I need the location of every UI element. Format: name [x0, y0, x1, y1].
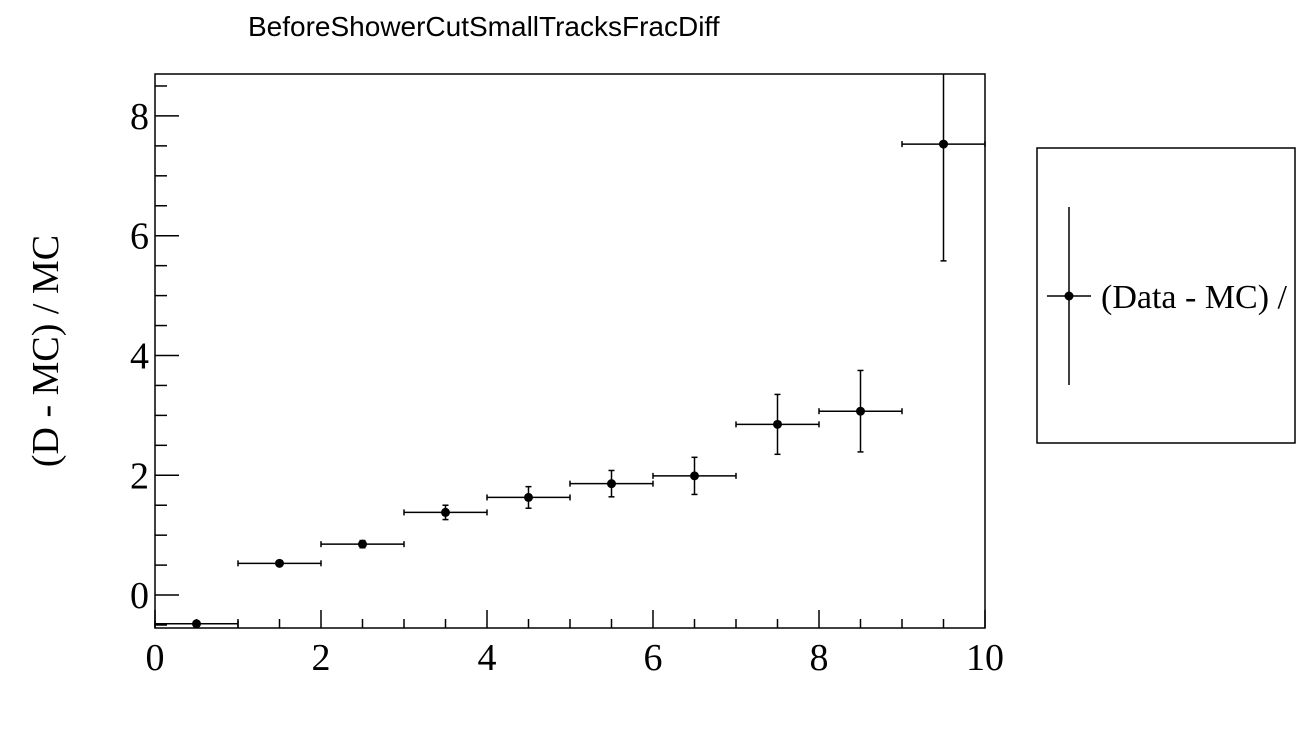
data-point	[403, 504, 488, 521]
data-point	[569, 469, 654, 498]
data-point	[901, 74, 986, 262]
y-tick-label: 2	[130, 455, 149, 497]
data-marker	[939, 139, 948, 149]
data-marker	[856, 406, 865, 416]
x-axis: 0 2 4 6 8 10	[146, 610, 1004, 679]
data-point	[237, 558, 322, 568]
data-marker	[192, 619, 201, 629]
legend-entry-label: (Data - MC) /	[1101, 279, 1288, 316]
plot-frame	[154, 73, 986, 629]
data-marker	[358, 539, 367, 549]
data-marker	[690, 471, 699, 481]
legend-marker	[1064, 291, 1074, 301]
y-tick-label: 4	[130, 335, 149, 377]
data-point	[486, 485, 571, 509]
data-point	[154, 619, 239, 629]
data-marker	[773, 419, 782, 429]
data-marker	[607, 479, 616, 489]
x-tick-label: 8	[810, 637, 829, 679]
y-tick-label: 8	[130, 96, 149, 138]
data-marker	[441, 507, 450, 517]
data-marker	[275, 558, 284, 568]
y-tick-label: 6	[130, 216, 149, 258]
data-point	[320, 539, 405, 549]
chart-title: BeforeShowerCutSmallTracksFracDiff	[248, 11, 720, 42]
y-tick-label: 0	[130, 575, 149, 617]
x-tick-label: 0	[146, 637, 165, 679]
data-series	[154, 74, 986, 629]
legend: (Data - MC) /	[1036, 147, 1296, 444]
data-point	[818, 369, 903, 453]
x-tick-label: 2	[312, 637, 331, 679]
data-point	[652, 456, 737, 496]
data-marker	[524, 492, 533, 502]
y-axis: 0 2 4 6 8	[130, 85, 179, 626]
y-axis-label: (D - MC) / MC	[25, 235, 67, 467]
x-tick-label: 4	[478, 637, 497, 679]
x-tick-label: 10	[966, 637, 1004, 679]
x-tick-label: 6	[644, 637, 663, 679]
data-point	[735, 393, 820, 456]
